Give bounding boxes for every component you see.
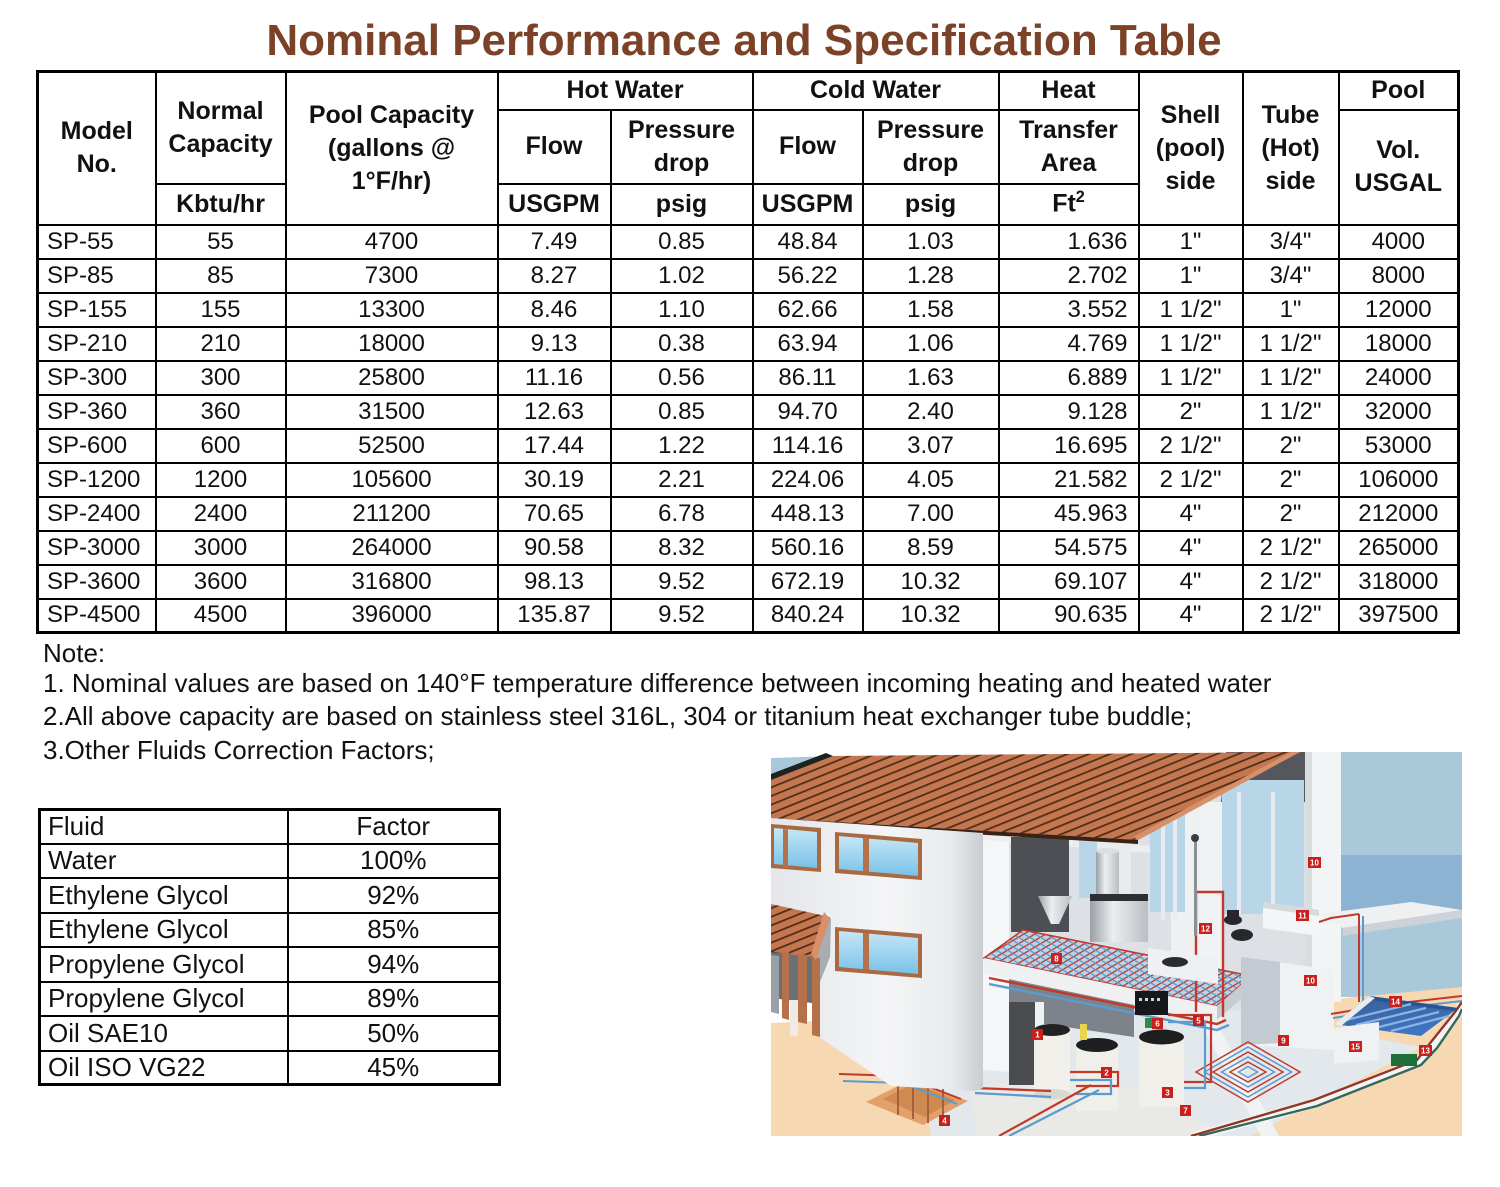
svg-text:5: 5	[1196, 1017, 1201, 1026]
svg-text:11: 11	[1298, 912, 1307, 921]
svg-text:8: 8	[1054, 955, 1059, 964]
svg-text:2: 2	[1104, 1069, 1109, 1078]
svg-text:13: 13	[1421, 1047, 1430, 1056]
svg-text:12: 12	[1201, 925, 1210, 934]
svg-text:3: 3	[1165, 1089, 1170, 1098]
svg-text:9: 9	[1281, 1037, 1286, 1046]
svg-text:15: 15	[1351, 1043, 1360, 1052]
svg-text:10: 10	[1306, 977, 1315, 986]
svg-text:10: 10	[1310, 859, 1319, 868]
svg-text:6: 6	[1155, 1020, 1160, 1029]
svg-text:14: 14	[1391, 998, 1400, 1007]
svg-text:1: 1	[1035, 1031, 1040, 1040]
svg-text:4: 4	[942, 1117, 947, 1126]
svg-text:7: 7	[1183, 1107, 1188, 1116]
